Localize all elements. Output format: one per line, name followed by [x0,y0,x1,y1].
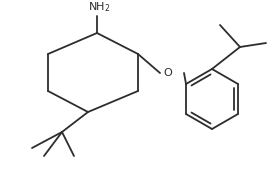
Text: NH$_2$: NH$_2$ [88,0,110,14]
Text: O: O [164,68,172,78]
